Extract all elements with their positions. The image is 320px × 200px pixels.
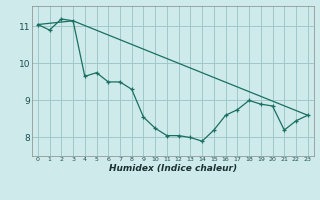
X-axis label: Humidex (Indice chaleur): Humidex (Indice chaleur) [109,164,237,173]
